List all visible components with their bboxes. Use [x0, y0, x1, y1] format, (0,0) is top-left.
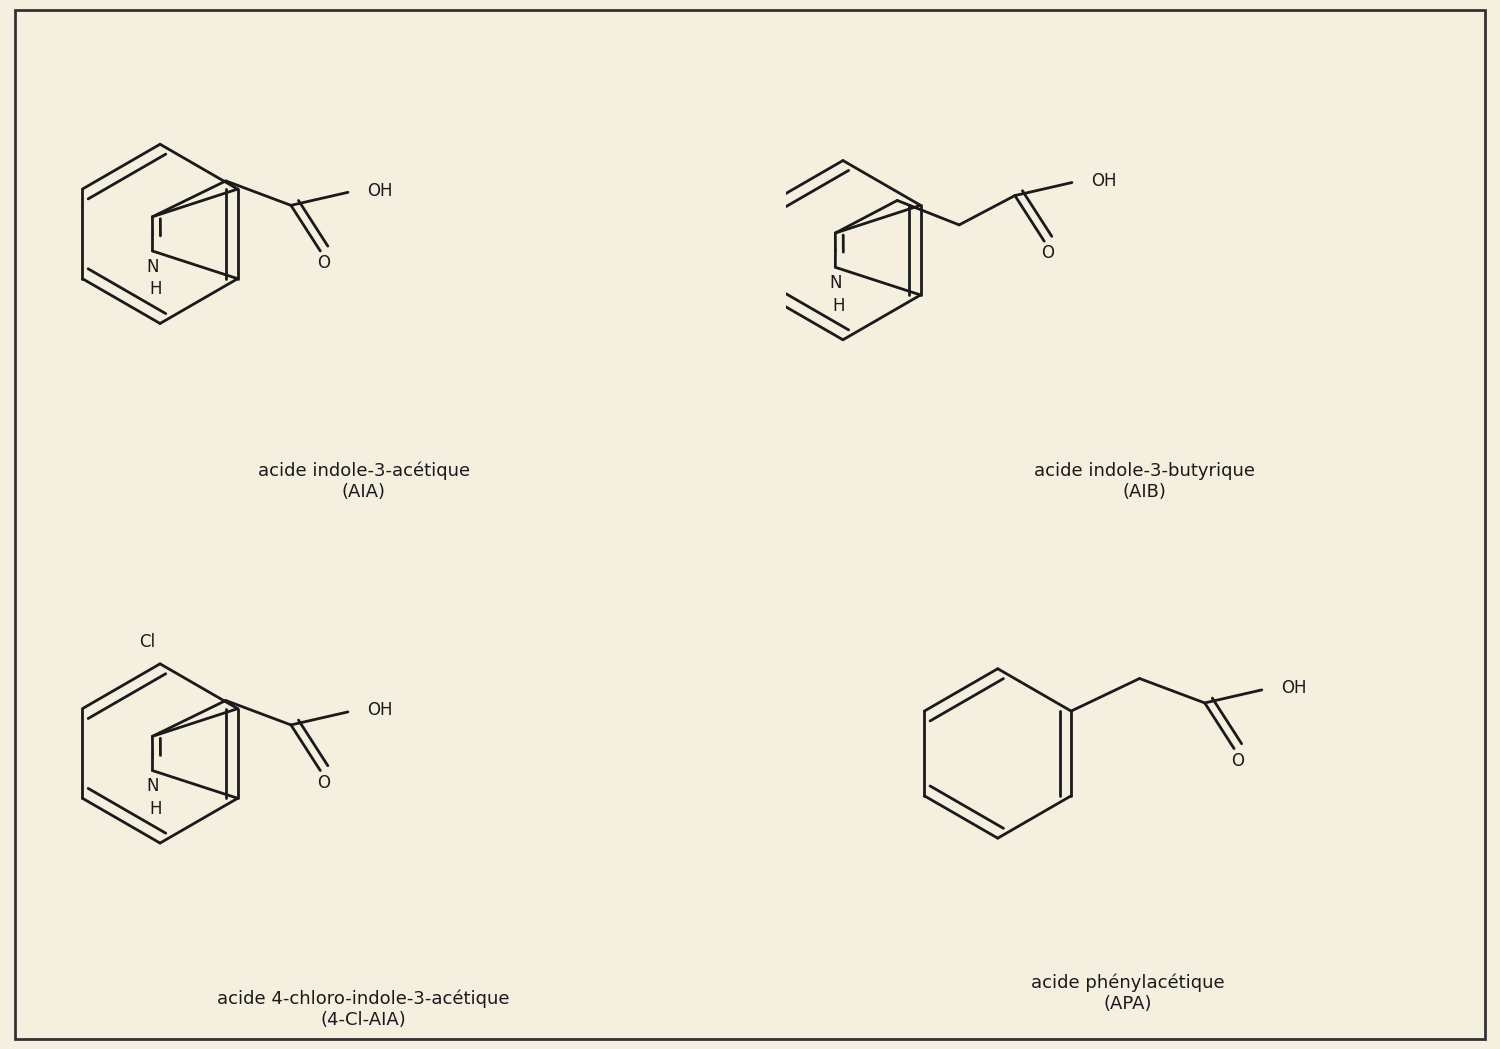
Text: Cl: Cl: [140, 633, 154, 650]
Text: O: O: [316, 774, 330, 792]
Text: O: O: [1041, 244, 1054, 262]
Text: N: N: [146, 257, 159, 276]
Text: H: H: [150, 280, 162, 298]
Text: N: N: [146, 777, 159, 795]
Text: OH: OH: [368, 702, 393, 720]
Text: acide indole-3-acétique
(AIA): acide indole-3-acétique (AIA): [258, 462, 470, 501]
Text: OH: OH: [1281, 680, 1306, 698]
Text: O: O: [316, 254, 330, 273]
Text: acide 4-chloro-indole-3-acétique
(4-Cl-AIA): acide 4-chloro-indole-3-acétique (4-Cl-A…: [217, 989, 510, 1029]
Text: O: O: [1232, 752, 1244, 770]
Text: acide indole-3-butyrique
(AIB): acide indole-3-butyrique (AIB): [1034, 462, 1256, 500]
Text: H: H: [150, 800, 162, 818]
Text: H: H: [833, 297, 844, 315]
Text: OH: OH: [1092, 172, 1118, 190]
Text: N: N: [830, 274, 842, 292]
Text: OH: OH: [368, 181, 393, 199]
Text: acide phénylacétique
(APA): acide phénylacétique (APA): [1032, 973, 1226, 1012]
